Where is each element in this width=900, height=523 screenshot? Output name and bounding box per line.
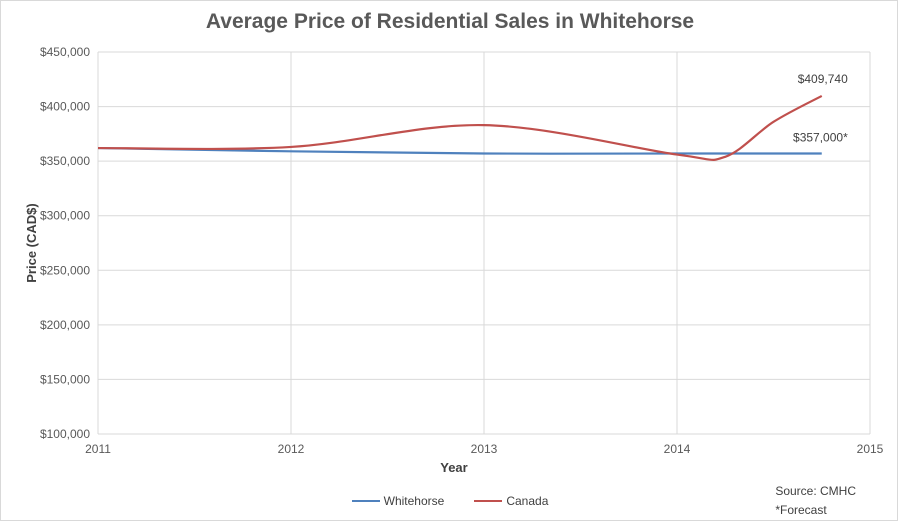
chart-footer: Source: CMHC *Forecast: [775, 482, 856, 520]
x-axis-title: Year: [440, 460, 467, 475]
legend-label: Canada: [506, 494, 549, 508]
chart-title: Average Price of Residential Sales in Wh…: [205, 10, 695, 33]
x-tick-label: 2012: [278, 442, 305, 456]
legend-swatch: [351, 500, 380, 502]
y-tick-label: $300,000: [40, 209, 90, 223]
legend: Whitehorse Canada: [0, 494, 900, 508]
legend-swatch: [474, 500, 503, 502]
series-line-whitehorse: [97, 146, 822, 155]
y-tick-label: $450,000: [40, 45, 90, 59]
source-note: Source: CMHC: [775, 484, 856, 498]
series-line-canada: [97, 94, 823, 161]
legend-label: Whitehorse: [383, 494, 445, 508]
y-tick-label: $200,000: [40, 318, 90, 332]
y-axis-title: Price (CAD$): [24, 203, 39, 282]
x-tick-label: 2014: [664, 442, 691, 456]
forecast-note: *Forecast: [775, 503, 827, 517]
legend-item-canada: Canada: [474, 494, 548, 508]
y-tick-label: $150,000: [40, 372, 90, 386]
y-tick-label: $400,000: [40, 100, 90, 114]
x-tick-label: 2013: [471, 442, 498, 456]
data-label: $409,740: [798, 72, 848, 86]
x-tick-label: 2015: [857, 442, 884, 456]
y-tick-label: $250,000: [40, 263, 90, 277]
x-tick-label: 2011: [85, 442, 111, 456]
y-tick-label: $100,000: [40, 427, 90, 441]
data-label: $357,000*: [793, 131, 848, 145]
legend-item-whitehorse: Whitehorse: [351, 494, 445, 508]
y-tick-label: $350,000: [40, 154, 90, 168]
